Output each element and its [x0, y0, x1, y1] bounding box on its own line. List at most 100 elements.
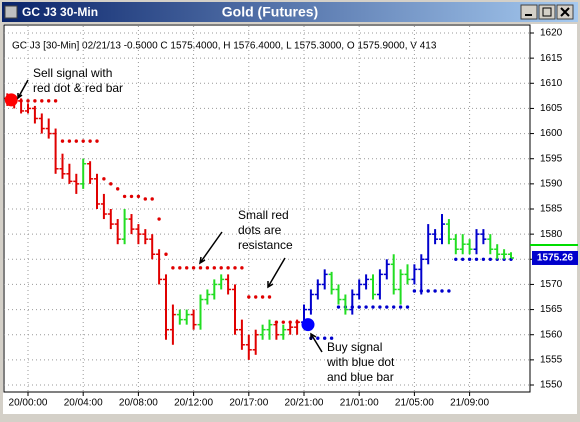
signal-dot — [143, 197, 147, 201]
x-tick-label: 21/05:00 — [395, 398, 434, 409]
y-tick-label: 1605 — [540, 103, 563, 114]
signal-dot — [474, 257, 479, 261]
signal-dot — [136, 194, 141, 199]
price-box — [532, 250, 578, 265]
arrow — [310, 332, 323, 353]
signal-dot — [267, 295, 272, 299]
maximize-icon — [542, 7, 552, 17]
signal-dot — [433, 289, 437, 293]
signal-dot — [129, 194, 134, 199]
signal-dot — [488, 257, 492, 261]
y-tick-label: 1560 — [540, 329, 563, 340]
signal-dot — [164, 252, 168, 256]
signal-dot — [47, 99, 51, 103]
y-tick-label: 1600 — [540, 128, 563, 139]
x-tick-label: 21/01:00 — [340, 398, 379, 409]
y-tick-label: 1565 — [540, 304, 563, 315]
window-buttons[interactable] — [520, 4, 574, 20]
annotation: resistance — [238, 238, 293, 252]
signal-dot — [205, 266, 210, 270]
arrow — [198, 231, 223, 265]
signal-dot — [412, 289, 417, 293]
signal-dot — [171, 266, 175, 270]
signal-dot — [385, 305, 389, 309]
signal-dot — [122, 194, 127, 199]
arrow — [267, 257, 286, 289]
window-title: GC J3 30-Min — [22, 5, 98, 19]
maximize-button[interactable] — [538, 4, 556, 20]
annotation: red dot & red bar — [33, 81, 123, 95]
signal-dot — [109, 182, 113, 186]
close-icon — [560, 7, 570, 17]
y-tick-label: 1610 — [540, 78, 563, 89]
annotation: Buy signal — [327, 340, 382, 354]
annotation: Small red — [238, 208, 289, 222]
signal-dot — [53, 99, 58, 103]
signal-dot — [454, 257, 458, 261]
price-label: 1575.26 — [537, 253, 574, 264]
signal-dot — [461, 257, 465, 261]
signal-dot — [426, 289, 430, 293]
annotation: with blue dot — [326, 355, 395, 369]
signal-marker — [4, 93, 18, 107]
signal-dot — [81, 139, 85, 143]
x-tick-label: 21/09:00 — [450, 398, 489, 409]
signal-dot — [447, 289, 451, 293]
minimize-button[interactable] — [520, 4, 538, 20]
signal-dot — [74, 139, 79, 143]
x-tick-label: 20/08:00 — [119, 398, 158, 409]
signal-dot — [398, 305, 403, 309]
x-tick-label: 20/00:00 — [9, 398, 48, 409]
signal-dot — [467, 257, 472, 261]
x-tick-label: 20/21:00 — [285, 398, 324, 409]
signal-dot — [323, 336, 327, 340]
signal-dot — [212, 266, 216, 270]
signal-dot — [185, 266, 189, 270]
signal-dot — [178, 266, 182, 270]
signal-dot — [191, 266, 196, 270]
signal-dot — [150, 197, 154, 201]
signal-marker — [301, 318, 315, 332]
signal-dot — [281, 320, 285, 324]
info-line: GC J3 [30-Min] 02/21/13 -0.5000 C 1575.4… — [12, 41, 437, 52]
signal-dot — [198, 266, 203, 270]
y-tick-label: 1620 — [540, 28, 563, 39]
signal-dot — [219, 266, 223, 270]
y-tick-label: 1590 — [540, 178, 563, 189]
signal-dot — [364, 305, 368, 309]
signal-dot — [260, 295, 265, 299]
signal-dot — [336, 305, 341, 309]
x-tick-label: 20/17:00 — [229, 398, 268, 409]
annotation: dots are — [238, 223, 282, 237]
title-bar — [2, 2, 578, 22]
signal-dot — [233, 266, 237, 270]
signal-dot — [40, 99, 44, 103]
signal-dot — [254, 295, 258, 299]
window-icon — [4, 5, 18, 19]
signal-dot — [95, 139, 99, 143]
annotation: and blue bar — [327, 370, 394, 384]
signal-dot — [357, 305, 361, 309]
y-tick-label: 1595 — [540, 153, 563, 164]
signal-dot — [316, 336, 320, 340]
y-tick-label: 1550 — [540, 380, 563, 391]
signal-dot — [440, 289, 444, 293]
signal-dot — [481, 257, 486, 261]
signal-dot — [88, 139, 92, 143]
y-tick-label: 1555 — [540, 354, 563, 365]
signal-dot — [157, 217, 161, 221]
signal-dot — [240, 266, 244, 270]
x-tick-label: 20/04:00 — [64, 398, 103, 409]
signal-dot — [247, 295, 251, 299]
signal-dot — [26, 99, 30, 103]
signal-dot — [405, 305, 410, 309]
arrow — [17, 79, 29, 100]
signal-dot — [102, 177, 106, 181]
annotation: Sell signal with — [33, 66, 112, 80]
signal-dot — [329, 336, 334, 340]
x-tick-label: 20/12:00 — [174, 398, 213, 409]
signal-dot — [60, 139, 65, 143]
signal-dot — [116, 187, 120, 191]
signal-dot — [226, 266, 230, 270]
